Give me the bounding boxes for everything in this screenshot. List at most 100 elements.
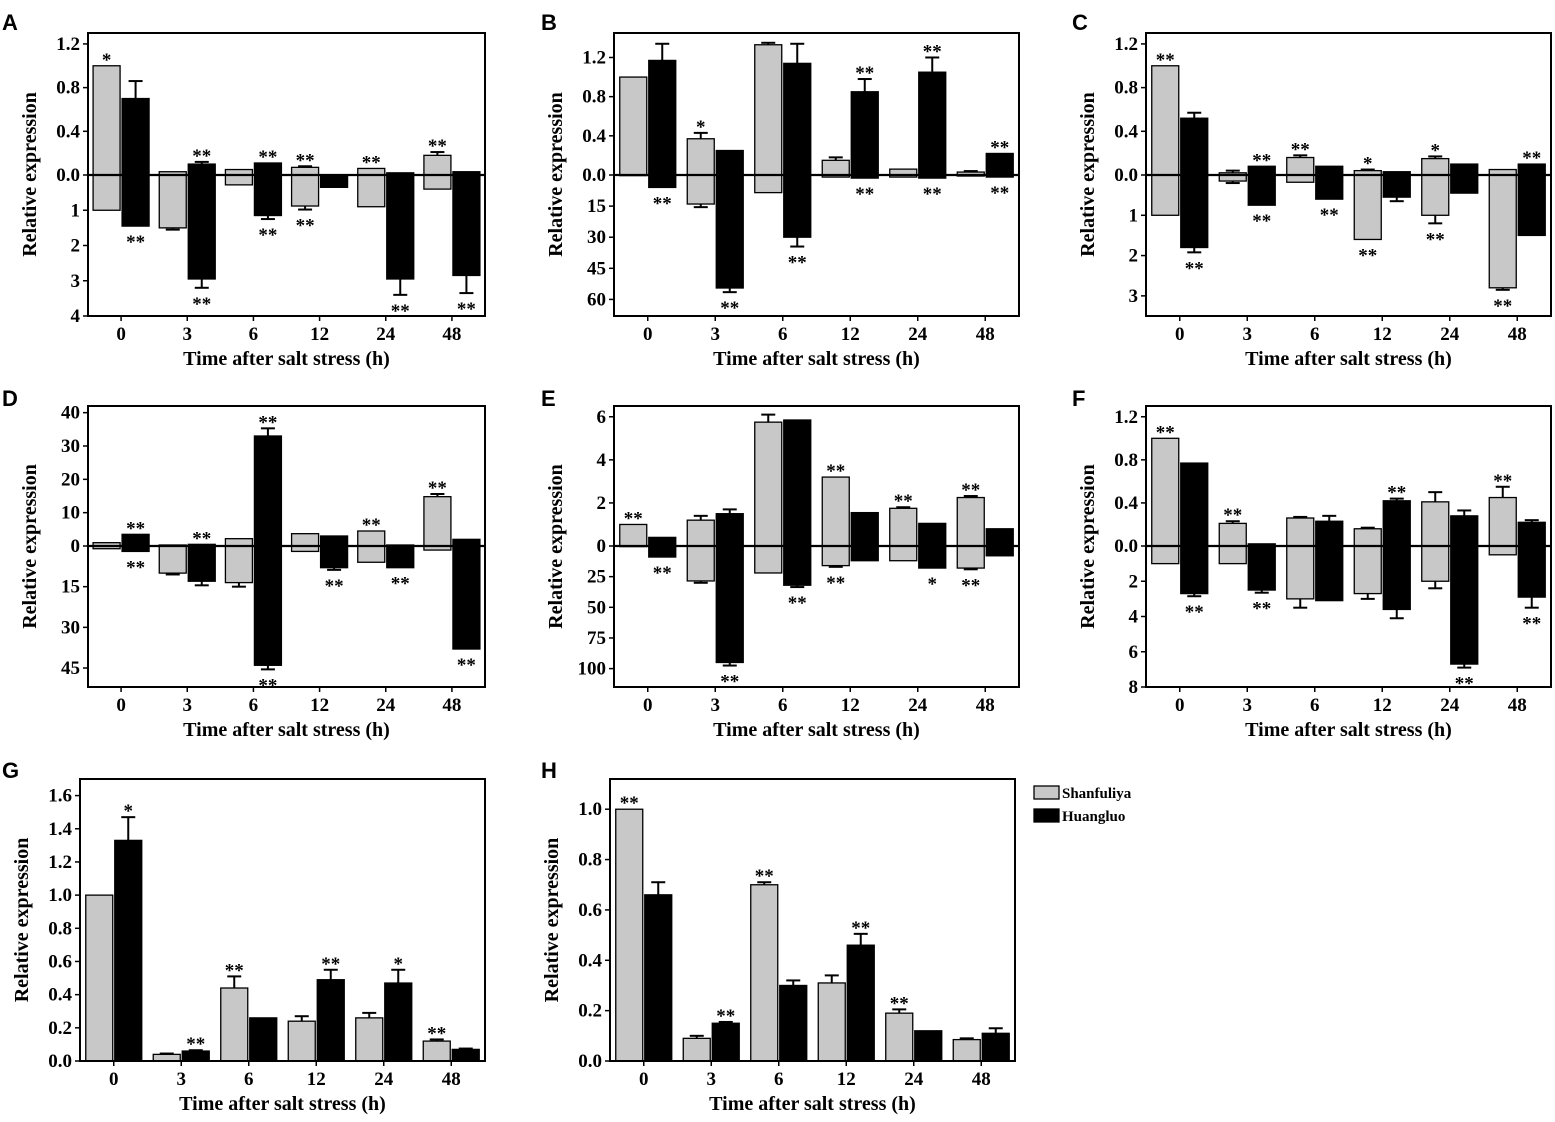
x-tick-label: 12 — [837, 1069, 856, 1090]
x-tick-label: 3 — [177, 1069, 187, 1090]
bar-down — [686, 174, 715, 205]
y-tick-label: 8 — [1129, 677, 1139, 698]
significance-mark: ** — [258, 147, 277, 168]
significance-mark: ** — [362, 152, 381, 173]
significance-mark: ** — [428, 136, 447, 157]
y-tick-label: 45 — [61, 658, 80, 679]
x-axis-title: Time after salt stress (h) — [709, 1093, 916, 1115]
x-tick-label: 12 — [1373, 695, 1392, 716]
bar-down — [121, 174, 150, 227]
significance-mark: ** — [894, 491, 913, 512]
significance-mark: ** — [126, 232, 145, 253]
bar — [451, 1048, 480, 1062]
significance-mark: ** — [126, 557, 145, 578]
bar-up — [850, 91, 879, 176]
bar-down — [1247, 545, 1276, 591]
bar-down — [918, 545, 947, 569]
significance-mark: ** — [1426, 229, 1445, 250]
bar-down — [821, 545, 850, 567]
legend: Shanfuliya Huangluo — [1033, 785, 1132, 825]
bar-up — [889, 507, 918, 547]
x-tick-label: 3 — [1243, 324, 1253, 345]
x-tick-label: 6 — [244, 1069, 254, 1090]
bar — [249, 1017, 278, 1062]
x-tick-label: 0 — [643, 324, 653, 345]
y-tick-label: 3 — [71, 271, 81, 292]
y-tick-label: 100 — [578, 659, 607, 680]
significance-mark: ** — [855, 63, 874, 84]
significance-mark: * — [1363, 154, 1373, 175]
bar-up — [1382, 500, 1411, 547]
bar-down — [985, 545, 1014, 557]
y-tick-label: 1.2 — [48, 852, 72, 873]
plot-frame — [1145, 405, 1552, 688]
significance-mark: ** — [362, 515, 381, 536]
bar-up — [423, 496, 452, 547]
bar-down — [1382, 545, 1411, 611]
bar-up — [715, 513, 744, 547]
panel-label: F — [1072, 386, 1085, 411]
y-axis-title: Relative expression — [545, 464, 567, 629]
bar — [316, 979, 345, 1062]
bar — [952, 1038, 981, 1062]
bar-up — [648, 59, 677, 176]
bar-up — [985, 528, 1014, 547]
significance-mark: ** — [457, 655, 476, 676]
bar-down — [319, 174, 349, 188]
bar-down — [850, 545, 879, 562]
y-axis-title: Relative expression — [1077, 464, 1099, 629]
bar-up — [423, 154, 452, 176]
x-tick-label: 6 — [249, 324, 259, 345]
significance-mark: ** — [716, 1006, 735, 1027]
x-tick-label: 12 — [1373, 324, 1392, 345]
significance-mark: ** — [258, 225, 277, 246]
bar-down — [386, 174, 415, 280]
significance-mark: ** — [788, 593, 807, 614]
significance-mark: ** — [720, 672, 739, 693]
x-tick-label: 24 — [374, 1069, 394, 1090]
bar-down — [1286, 545, 1315, 600]
bar-down — [357, 174, 386, 208]
bar-up — [1517, 521, 1546, 547]
bar-down — [1353, 545, 1382, 595]
x-tick-label: 24 — [908, 324, 928, 345]
bar-down — [1382, 174, 1411, 198]
y-tick-label: 4 — [597, 450, 607, 471]
y-tick-label: 4 — [71, 306, 81, 327]
bar-down — [253, 545, 283, 666]
bar — [817, 982, 846, 1062]
panel-label: A — [2, 10, 18, 35]
significance-mark: ** — [1185, 258, 1204, 279]
bar-down — [187, 545, 216, 582]
bar-up — [1450, 515, 1479, 547]
significance-mark: ** — [1522, 148, 1541, 169]
y-tick-label: 2 — [597, 493, 607, 514]
x-tick-label: 6 — [249, 695, 259, 716]
bar-up — [619, 76, 648, 176]
significance-mark: * — [124, 801, 134, 822]
y-axis-title: Relative expression — [1077, 92, 1099, 257]
plot-frame — [79, 778, 486, 1062]
y-tick-label: 30 — [587, 227, 606, 248]
panel-label: B — [541, 10, 557, 35]
chart-panel-h: H ** 0 ** 3 ** 6 ** 12 ** 24 48 0.0 0.2 0.4 0.6 0.8 1.0 Ti… — [541, 758, 1016, 1115]
y-axis-title: Relative expression — [11, 838, 33, 1003]
x-tick-label: 48 — [442, 695, 461, 716]
x-tick-label: 12 — [841, 695, 860, 716]
bar-down — [1421, 545, 1450, 582]
legend-label-huangluo: Huangluo — [1062, 809, 1125, 825]
bar-down — [1180, 174, 1209, 249]
significance-mark: ** — [1252, 150, 1271, 171]
y-tick-label: 1.0 — [578, 799, 602, 820]
bar-down — [686, 545, 715, 582]
significance-mark: ** — [1455, 674, 1474, 695]
bar-down — [1421, 174, 1450, 216]
y-tick-label: 0.8 — [1114, 78, 1138, 99]
bar — [384, 982, 413, 1062]
x-axis-title: Time after salt stress (h) — [713, 719, 920, 741]
x-tick-label: 12 — [310, 324, 329, 345]
x-tick-label: 48 — [976, 324, 995, 345]
significance-mark: * — [928, 574, 938, 595]
x-tick-label: 12 — [841, 324, 860, 345]
x-tick-label: 48 — [1508, 324, 1527, 345]
